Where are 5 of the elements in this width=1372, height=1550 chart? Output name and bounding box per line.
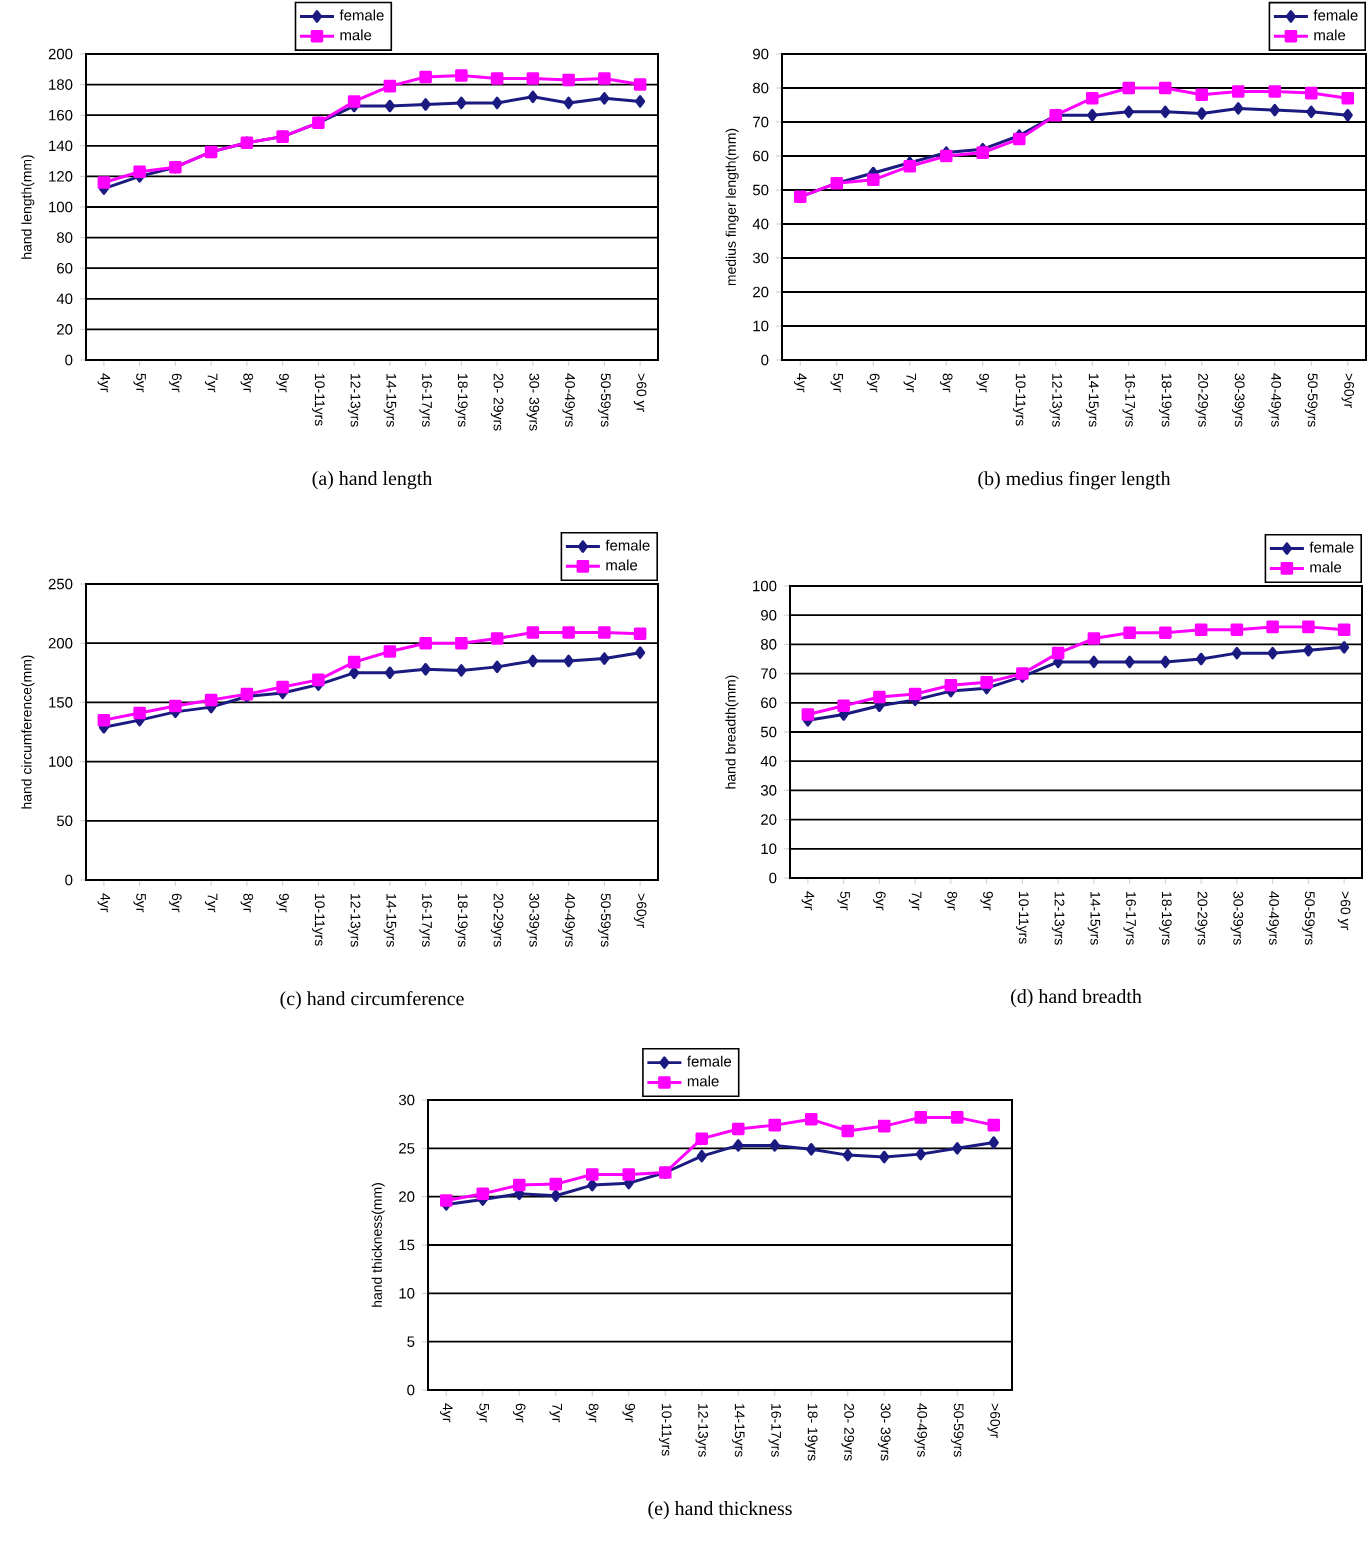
text: (d) hand breadth — [1011, 989, 1142, 1008]
text: (e) hand thickness — [648, 1501, 792, 1520]
text: (c) hand circumference — [280, 991, 464, 1010]
text: (b) medius finger length — [978, 471, 1171, 490]
text: (a) hand length — [312, 471, 433, 490]
